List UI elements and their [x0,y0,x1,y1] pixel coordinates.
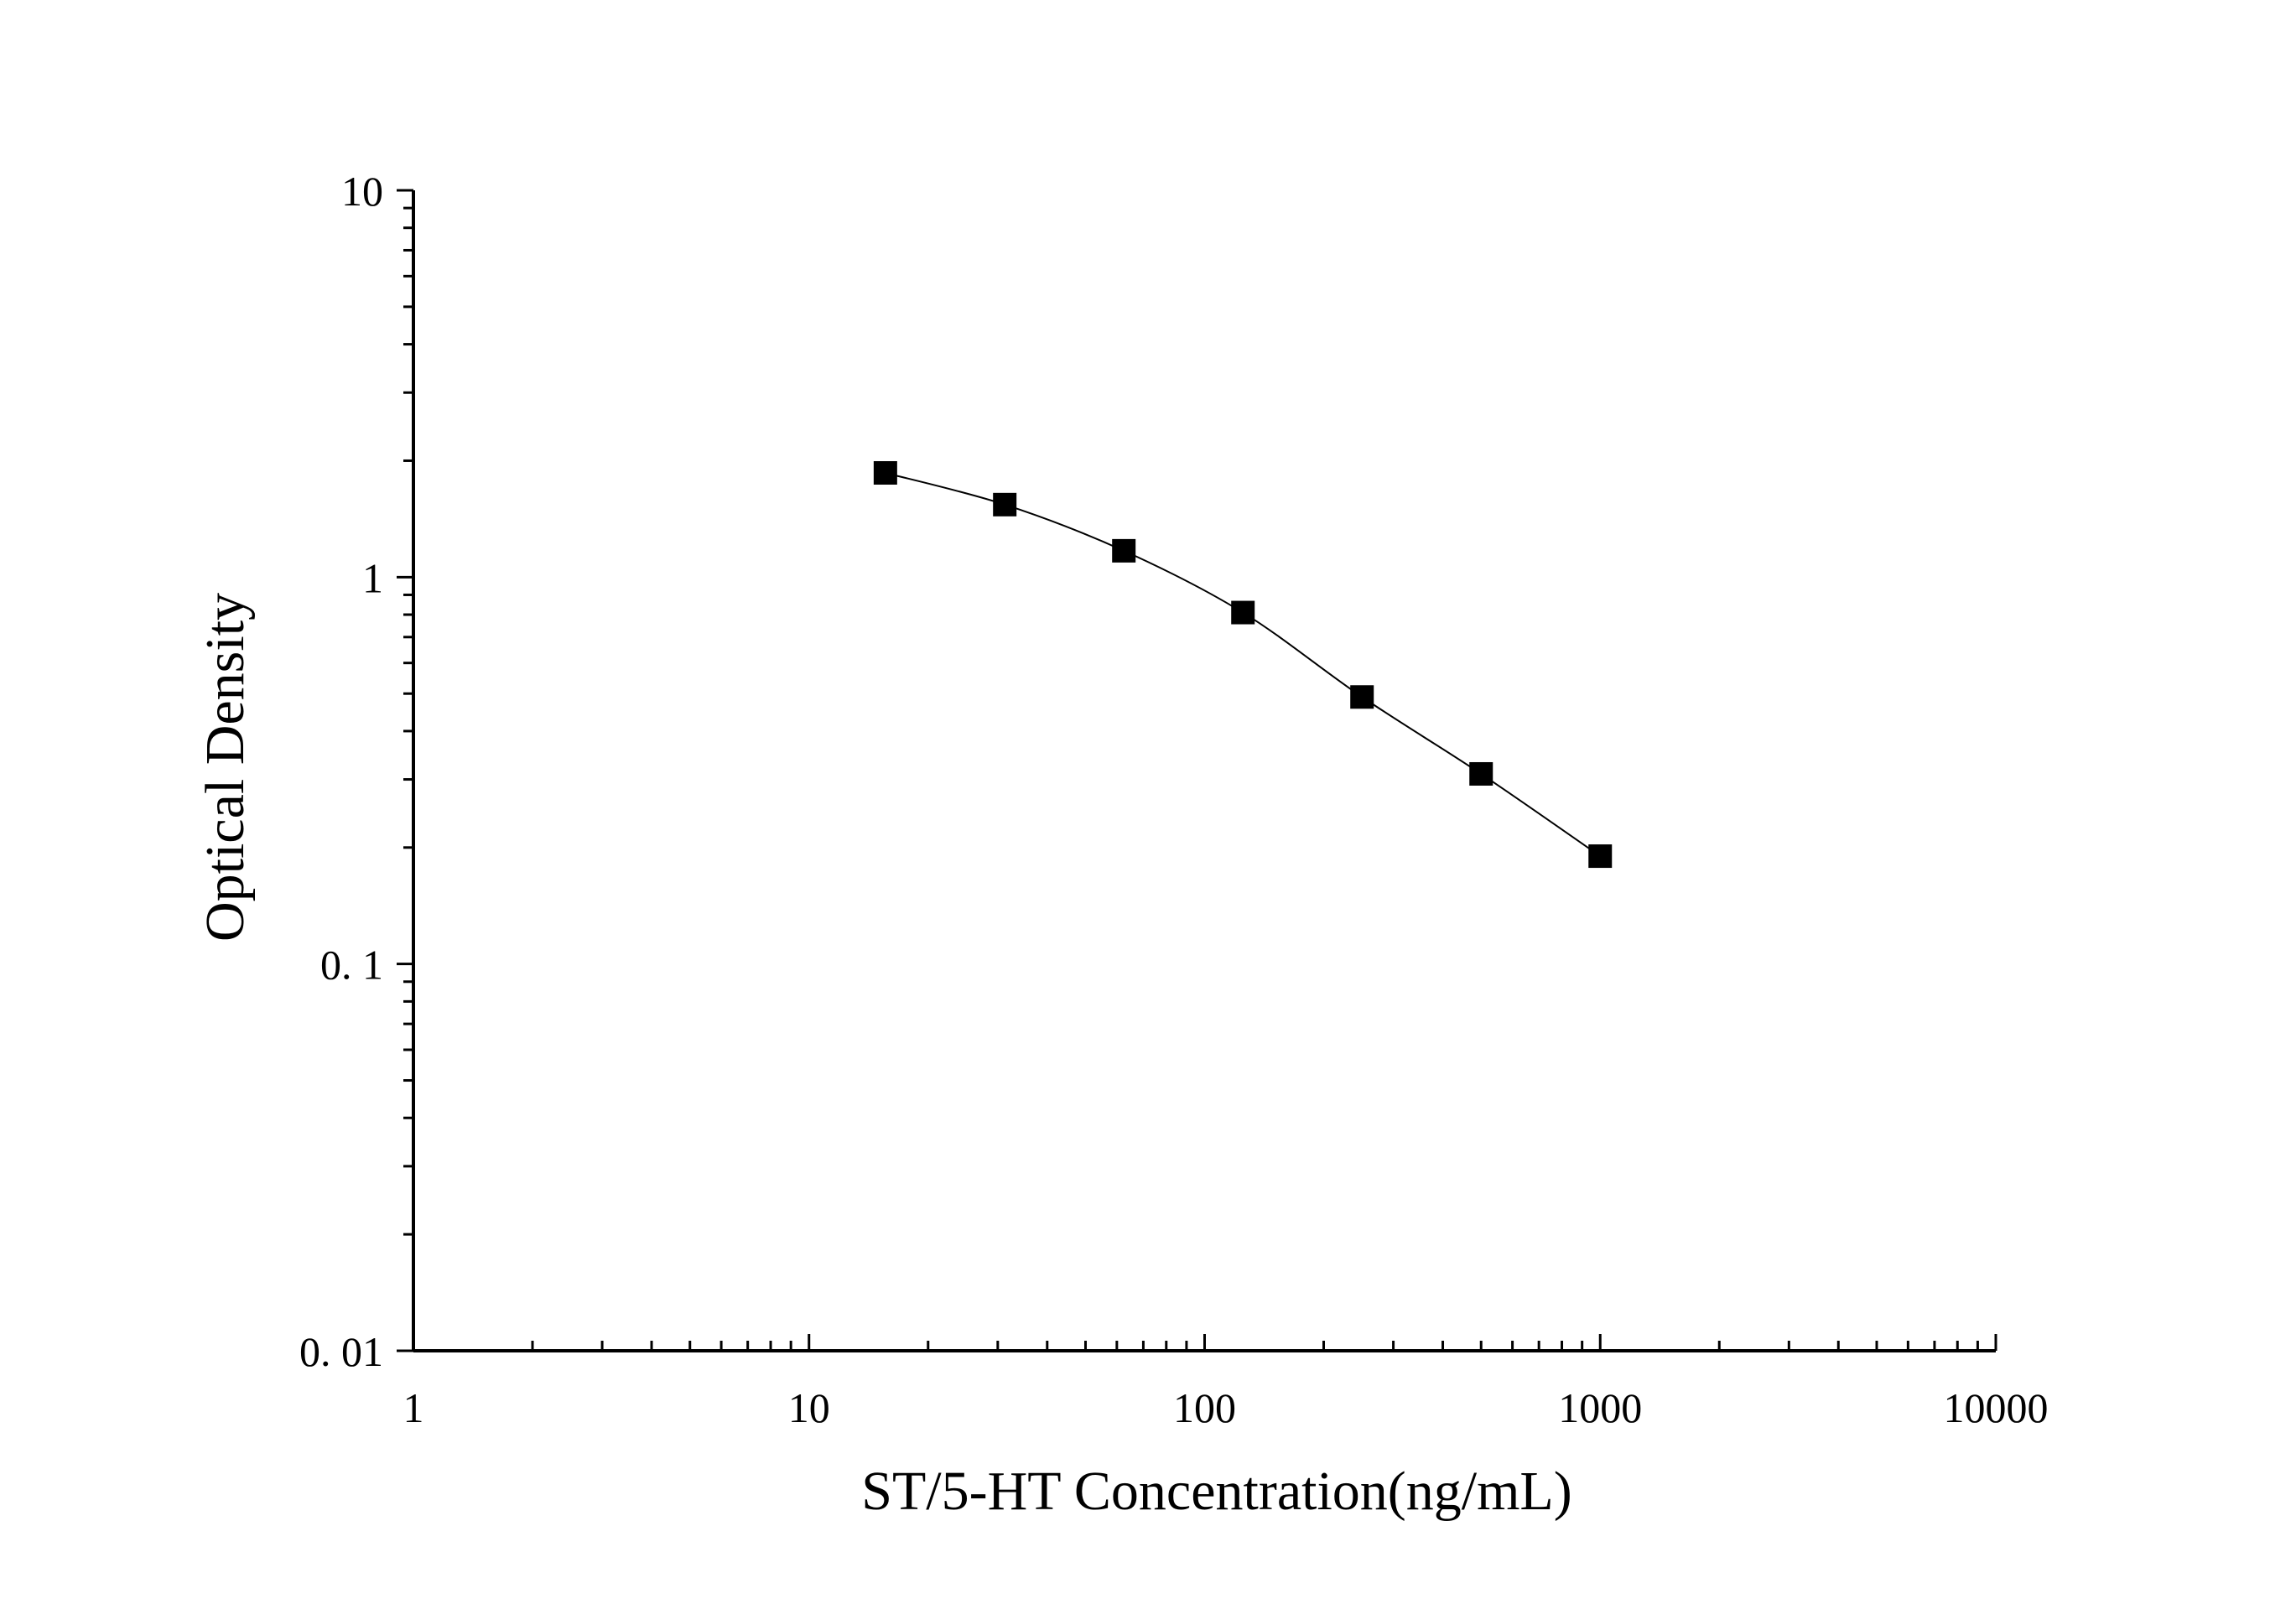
x-axis-title: ST/5-HT Concentration(ng/mL) [861,1461,1571,1522]
x-tick-label: 1000 [1558,1384,1642,1431]
labels-layer: ST/5-HT Concentration(ng/mL) Optical Den… [195,168,2049,1522]
x-tick-label: 1 [403,1384,424,1431]
data-point [1112,538,1136,563]
y-tick-label: 0. 1 [320,942,383,989]
x-tick-label: 10 [788,1384,830,1431]
data-points-layer [873,460,1613,869]
y-tick-label: 0. 01 [299,1328,383,1375]
fit-curve [885,472,1601,857]
axes [397,189,1997,1352]
y-tick-label: 1 [362,554,383,601]
x-tick-label: 10000 [1944,1384,2049,1431]
y-axis-title: Optical Density [195,593,256,942]
data-point [1231,600,1255,625]
y-tick-label: 10 [341,168,383,215]
x-tick-label: 100 [1173,1384,1236,1431]
fit-curve-layer [885,472,1601,857]
data-point [1469,761,1493,786]
data-point [993,492,1017,516]
data-point [1588,844,1613,869]
data-point [1350,685,1374,709]
data-point [873,460,897,485]
